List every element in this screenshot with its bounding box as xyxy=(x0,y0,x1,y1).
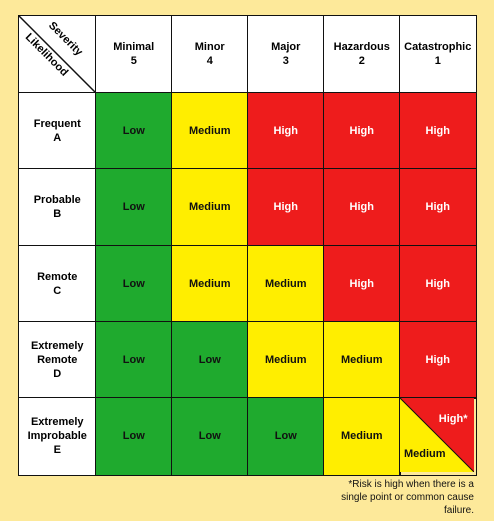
risk-level: Medium xyxy=(188,277,231,290)
risk-level: High xyxy=(425,201,450,214)
severity-name: Minor xyxy=(194,41,225,54)
risk-level: High xyxy=(425,124,450,137)
likelihood-name: Frequent xyxy=(33,117,81,130)
risk-cell: High xyxy=(323,92,401,170)
diagonal xyxy=(17,14,95,92)
risk-level: Medium xyxy=(340,353,383,366)
risk-lower: Medium xyxy=(404,447,446,460)
row-header: Remote C xyxy=(18,245,97,323)
severity-level: 3 xyxy=(282,55,289,68)
risk-cell: Low xyxy=(95,245,173,323)
likelihood-level: C xyxy=(53,284,62,297)
risk-level: High xyxy=(349,201,374,214)
likelihood-level: E xyxy=(53,444,61,457)
risk-cell: High xyxy=(323,245,401,323)
risk-level: Low xyxy=(122,430,145,443)
column-header: Minor 4 xyxy=(171,15,249,94)
risk-cell: Medium xyxy=(323,321,401,399)
risk-level: High xyxy=(273,124,298,137)
row-header: Extremely Improbable E xyxy=(18,397,97,476)
risk-level: Low xyxy=(198,430,221,443)
column-header: Major 3 xyxy=(247,15,325,94)
row-header: Probable B xyxy=(18,168,97,247)
risk-cell: Low xyxy=(247,397,325,476)
column-header: Minimal 5 xyxy=(95,15,173,94)
risk-level: Low xyxy=(122,353,145,366)
severity-level: 4 xyxy=(206,55,213,68)
likelihood-level: D xyxy=(53,367,62,380)
risk-level: High xyxy=(425,277,450,290)
risk-level: Medium xyxy=(264,277,307,290)
risk-level: High xyxy=(425,353,450,366)
severity-level: 5 xyxy=(130,55,137,68)
risk-cell: High xyxy=(399,245,477,323)
risk-level: Low xyxy=(122,201,145,214)
column-header: Hazardous 2 xyxy=(323,15,401,94)
likelihood-level: B xyxy=(53,208,62,221)
risk-cell: High xyxy=(399,321,477,399)
risk-level: Low xyxy=(198,353,221,366)
risk-cell: High xyxy=(247,92,325,170)
risk-cell: Medium xyxy=(171,92,249,170)
risk-cell: Medium xyxy=(247,245,325,323)
risk-cell: High xyxy=(247,168,325,247)
risk-level: High xyxy=(349,277,374,290)
severity-level: 2 xyxy=(358,55,365,68)
footnote: *Risk is high when there is a single poi… xyxy=(341,479,474,516)
risk-level: Medium xyxy=(188,201,231,214)
risk-cell: Medium xyxy=(171,245,249,323)
risk-cell: High xyxy=(399,168,477,247)
risk-level: Low xyxy=(274,430,297,443)
risk-cell: High xyxy=(399,92,477,170)
likelihood-name: Remote xyxy=(37,270,78,283)
risk-cell: Low xyxy=(95,321,173,399)
severity-name: Major xyxy=(271,41,301,54)
corner-cell: Severity Likelihood xyxy=(17,14,97,94)
likelihood-level: A xyxy=(53,131,62,144)
risk-level: High xyxy=(273,201,298,214)
likelihood-name: Probable xyxy=(33,194,81,207)
risk-level: Low xyxy=(122,124,145,137)
likelihood-name: Extremely Remote xyxy=(30,339,84,366)
risk-cell: Low xyxy=(171,321,249,399)
likelihood-name: Extremely Improbable xyxy=(27,416,87,443)
split-fill xyxy=(400,398,474,472)
risk-cell: High xyxy=(323,168,401,247)
severity-name: Minimal xyxy=(113,41,155,54)
risk-cell: Medium xyxy=(323,397,401,476)
severity-name: Hazardous xyxy=(333,41,390,54)
risk-cell: Medium xyxy=(247,321,325,399)
severity-level: 1 xyxy=(434,55,441,68)
risk-level: Low xyxy=(122,277,145,290)
risk-level: High xyxy=(349,124,374,137)
risk-cell: Medium xyxy=(171,168,249,247)
risk-cell: Low xyxy=(95,397,173,476)
severity-name: Catastrophic xyxy=(404,41,472,54)
risk-level: Medium xyxy=(340,430,383,443)
risk-level: Medium xyxy=(188,124,231,137)
column-header: Catastrophic 1 xyxy=(399,15,477,94)
split-cell: High* Medium xyxy=(399,397,477,476)
risk-level: Medium xyxy=(264,353,307,366)
risk-upper: High* xyxy=(438,413,468,425)
row-header: Frequent A xyxy=(18,92,97,170)
risk-cell: Low xyxy=(171,397,249,476)
risk-cell: Low xyxy=(95,168,173,247)
row-header: Extremely Remote D xyxy=(18,321,97,399)
risk-cell: Low xyxy=(95,92,173,170)
